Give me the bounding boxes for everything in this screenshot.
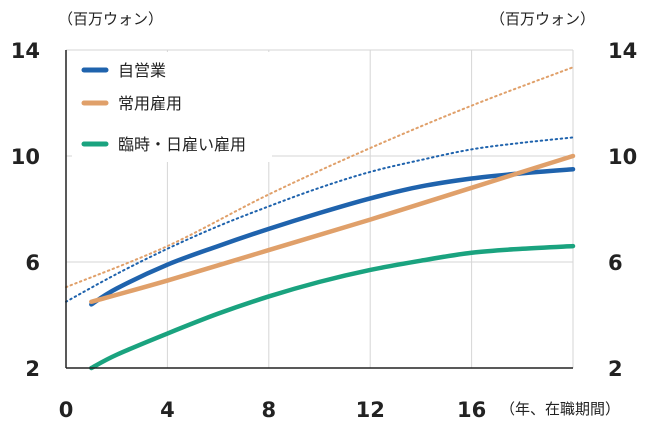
series-line-dotted: [65, 136, 574, 303]
x-tick-label: 12: [356, 398, 385, 422]
series-layer: [65, 66, 576, 371]
series-line-0: [89, 167, 576, 307]
y-tick-label-left: 2: [25, 357, 40, 381]
y-tick-label-left: 10: [11, 145, 40, 169]
y-tick-label-right: 6: [608, 251, 623, 275]
series-line-dotted: [65, 66, 574, 289]
y-tick-label-right: 14: [608, 39, 637, 63]
x-unit-label: （年、在職期間）: [500, 400, 620, 418]
series-line-1: [89, 153, 576, 304]
y-tick-label-left: 14: [11, 39, 40, 63]
y-tick-label-right: 10: [608, 145, 637, 169]
tick-labels: 0 4 8 12 16 2 2 6 6 10 10 14 14: [11, 39, 637, 422]
axes: [65, 50, 573, 369]
y-unit-right: （百万ウォン）: [490, 10, 595, 28]
legend-label: 臨時・日雇い雇用: [118, 135, 246, 154]
x-tick-label: 8: [261, 398, 276, 422]
legend-label: 常用雇用: [118, 94, 182, 113]
y-unit-left: （百万ウォン）: [58, 10, 163, 28]
x-tick-label: 0: [59, 398, 74, 422]
x-tick-label: 16: [457, 398, 486, 422]
series-line-2: [89, 243, 576, 371]
x-tick-label: 4: [160, 398, 175, 422]
legend-label: 自営業: [118, 61, 166, 80]
y-tick-label-right: 2: [608, 357, 623, 381]
y-tick-label-left: 6: [25, 251, 40, 275]
